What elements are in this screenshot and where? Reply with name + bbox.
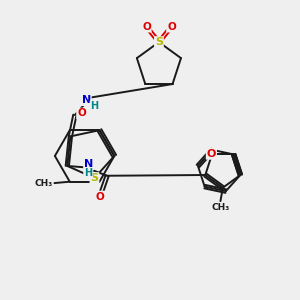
Text: O: O: [167, 22, 176, 32]
Text: CH₃: CH₃: [211, 203, 230, 212]
Text: O: O: [207, 149, 216, 159]
Text: N: N: [84, 160, 93, 170]
Text: O: O: [96, 192, 105, 202]
Text: O: O: [142, 22, 151, 32]
Text: H: H: [90, 101, 98, 111]
Text: H: H: [84, 168, 92, 178]
Text: S: S: [90, 173, 98, 183]
Text: S: S: [155, 37, 163, 47]
Text: N: N: [82, 95, 91, 105]
Text: CH₃: CH₃: [35, 179, 53, 188]
Text: O: O: [77, 109, 86, 118]
